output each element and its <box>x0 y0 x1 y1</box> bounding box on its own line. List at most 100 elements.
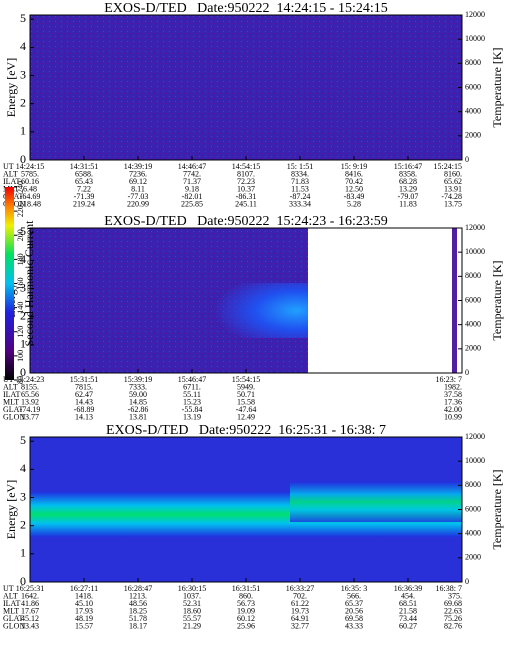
ephemeris-value: 60.12 <box>237 614 255 623</box>
y2-tick-label: 0 <box>465 577 469 586</box>
ephemeris-value: 48.56 <box>129 599 147 608</box>
y-tick-label: 3 <box>20 67 26 81</box>
ephemeris-value: 15.57 <box>75 621 93 630</box>
ephemeris-value: 5.28 <box>347 199 361 208</box>
ephemeris-value: -83.49 <box>344 192 365 201</box>
colorbar-tick-label: 140 <box>16 302 25 314</box>
y2-tick-label: 10000 <box>465 247 485 256</box>
ephemeris-value: 16:30:15 <box>178 584 206 593</box>
ephemeris-label: ILAT <box>3 390 20 399</box>
ephemeris-value: 65.62 <box>444 177 462 186</box>
y2-tick-label: 2000 <box>465 131 481 140</box>
ephemeris-value: 218.48 <box>19 199 41 208</box>
y2-tick-label: 12000 <box>465 223 485 232</box>
ephemeris-value: 6.48 <box>23 184 37 193</box>
ephemeris-value: 73.44 <box>399 614 417 623</box>
ephemeris-value: 454. <box>401 591 415 600</box>
ephemeris-value: 7236. <box>129 169 147 178</box>
ephemeris-value: 15:16:47 <box>394 162 422 171</box>
ephemeris-value: 60.16 <box>21 177 39 186</box>
ephemeris-value: 17.36 <box>444 397 462 406</box>
ephemeris-value: -87.24 <box>290 192 311 201</box>
ephemeris-value: -47.64 <box>236 405 257 414</box>
ephemeris-label: ALT <box>3 591 18 600</box>
ephemeris-value: 15:39:19 <box>124 375 152 384</box>
ephemeris-value: 11.83 <box>399 199 417 208</box>
ephemeris-value: 14:31:51 <box>70 162 98 171</box>
ephemeris-value: 14.85 <box>129 397 147 406</box>
ephemeris-value: 18.17 <box>129 621 147 630</box>
y-tick-label: 1 <box>20 546 26 560</box>
ephemeris-value: 14.13 <box>75 412 93 421</box>
ephemeris-value: 5949. <box>237 382 255 391</box>
ephemeris-value: 5785. <box>21 169 39 178</box>
y2-tick-label: 4000 <box>465 106 481 115</box>
ephemeris-value: 18.25 <box>129 606 147 615</box>
ephemeris-value: 68.51 <box>399 599 417 608</box>
ephemeris-label: GLAT <box>3 405 24 414</box>
ephemeris-label: ILAT <box>3 177 20 186</box>
ephemeris-value: 9.18 <box>185 184 199 193</box>
ephemeris-value: 82.76 <box>444 621 462 630</box>
y2-tick-label: 10000 <box>465 456 485 465</box>
ephemeris-value: 13.19 <box>183 412 201 421</box>
colorbar-tick-label: 240 <box>16 181 25 193</box>
ephemeris-value: 1418. <box>75 591 93 600</box>
ephemeris-value: -55.84 <box>182 405 203 414</box>
ephemeris-label: ALT <box>3 169 18 178</box>
ephemeris-value: 65.37 <box>345 599 363 608</box>
spectrogram-band <box>290 482 462 522</box>
ephemeris-value: 8155. <box>21 382 39 391</box>
ephemeris-value: 8107. <box>237 169 255 178</box>
ephemeris-value: 19.09 <box>237 606 255 615</box>
y2-tick-label: 8000 <box>465 271 481 280</box>
ephemeris-value: 13.92 <box>21 397 39 406</box>
ephemeris-value: 50.71 <box>237 390 255 399</box>
y-tick-label: 4 <box>20 461 26 475</box>
y-tick-label: 4 <box>20 39 26 53</box>
ephemeris-value: 75.26 <box>444 614 462 623</box>
ephemeris-value: 7333. <box>129 382 147 391</box>
ephemeris-value: 37.58 <box>444 390 462 399</box>
ephemeris-label: ALT <box>3 382 18 391</box>
ephemeris-value: 13.91 <box>444 184 462 193</box>
ephemeris-value: 21.29 <box>183 621 201 630</box>
ephemeris-value: 13.81 <box>129 412 147 421</box>
y2-tick-label: 10000 <box>465 34 485 43</box>
colorbar-tick-label: 100 <box>16 350 25 362</box>
ephemeris-value: 1642. <box>21 591 39 600</box>
ephemeris-value: 8160. <box>444 169 462 178</box>
ephemeris-value: 15:24:15 <box>434 162 462 171</box>
ephemeris-value: 702. <box>293 591 307 600</box>
ephemeris-value: 17.93 <box>75 606 93 615</box>
ephemeris-value: 13.43 <box>21 621 39 630</box>
ephemeris-value: 52.31 <box>183 599 201 608</box>
ephemeris-value: 45.12 <box>21 614 39 623</box>
ephemeris-value: 45.10 <box>75 599 93 608</box>
ephemeris-value: 1037. <box>183 591 201 600</box>
ephemeris-value: 18.60 <box>183 606 201 615</box>
y-tick-label: 4 <box>20 252 26 266</box>
ephemeris-value: 8334. <box>291 169 309 178</box>
ephemeris-value: 219.24 <box>73 199 95 208</box>
y2-tick-label: 12000 <box>465 10 485 19</box>
ephemeris-value: 16:31:51 <box>232 584 260 593</box>
ephemeris-value: 13.77 <box>21 412 39 421</box>
ephemeris-value: 15.58 <box>237 397 255 406</box>
ephemeris-label: MLT <box>3 606 19 615</box>
ephemeris-value: 12.49 <box>237 412 255 421</box>
ephemeris-value: 72.23 <box>237 177 255 186</box>
ephemeris-label: GLON <box>3 621 25 630</box>
colorbar-label: Second Harmonic Current <box>22 220 36 347</box>
y-tick-label: 3 <box>20 280 26 294</box>
y-tick-label: 5 <box>20 11 26 25</box>
ephemeris-value: 70.42 <box>345 177 363 186</box>
ephemeris-value: 16:28:47 <box>124 584 152 593</box>
ephemeris-label: GLON <box>3 412 25 421</box>
ephemeris-value: 19.73 <box>291 606 309 615</box>
ephemeris-value: -74.19 <box>20 405 41 414</box>
y2-tick-label: 8000 <box>465 58 481 67</box>
y-tick-label: 1 <box>20 124 26 138</box>
colorbar-tick-label: 160 <box>16 278 25 290</box>
